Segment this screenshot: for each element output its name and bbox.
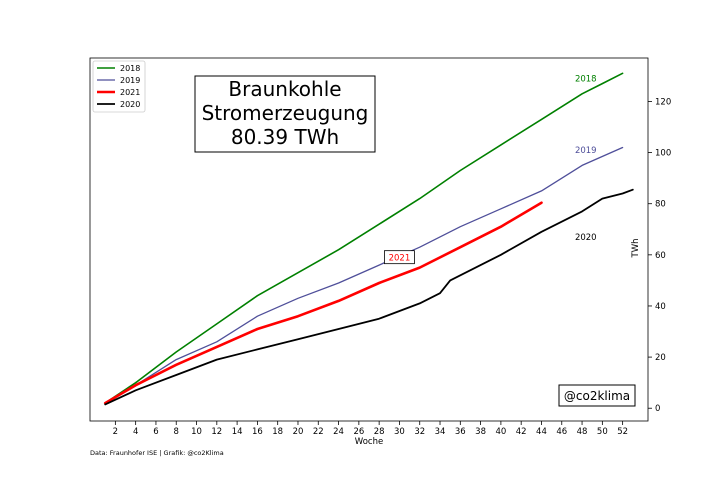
title-line-2: Stromerzeugung [202, 101, 369, 125]
series-line-2020 [104, 188, 634, 406]
y-tick-label: 20 [655, 353, 666, 363]
series-label-2019: 2019 [575, 146, 597, 156]
x-tick-label: 26 [353, 427, 364, 437]
x-tick-label: 2 [113, 427, 118, 437]
x-tick-label: 30 [394, 427, 405, 437]
x-tick-label: 40 [495, 427, 506, 437]
x-tick-label: 28 [374, 427, 385, 437]
title-line-3: 80.39 TWh [231, 125, 339, 149]
handle-text: @co2klima [564, 389, 630, 403]
x-tick-label: 48 [577, 427, 588, 437]
x-axis-label: Woche [355, 437, 383, 447]
y-tick-label: 60 [655, 251, 666, 261]
x-tick-label: 8 [174, 427, 179, 437]
x-tick-label: 18 [272, 427, 283, 437]
x-tick-label: 32 [414, 427, 425, 437]
legend-label-2018: 2018 [120, 64, 140, 73]
y-tick-label: 40 [655, 302, 666, 312]
x-tick-label: 44 [536, 427, 547, 437]
legend: 2018 2019 2021 2020 [92, 60, 146, 113]
x-tick-label: 4 [133, 427, 138, 437]
handle-frame [558, 384, 636, 407]
y-tick-label: 100 [655, 149, 671, 159]
series-label-2020: 2020 [575, 233, 597, 243]
x-tick-label: 10 [191, 427, 202, 437]
x-tick-label: 42 [516, 427, 527, 437]
series-label-2021: 2021 [389, 254, 411, 264]
y-axis-ticks: 0 20 40 60 80 100 120 [648, 97, 671, 414]
title-box: Braunkohle Stromerzeugung 80.39 TWh [194, 75, 376, 153]
legend-label-2019: 2019 [120, 76, 140, 85]
x-tick-label: 52 [617, 427, 628, 437]
series-line-2019 [104, 146, 624, 404]
x-tick-label: 46 [556, 427, 567, 437]
x-tick-label: 14 [232, 427, 243, 437]
series-label-2018: 2018 [575, 74, 597, 84]
x-tick-label: 36 [455, 427, 466, 437]
title-line-1: Braunkohle [228, 77, 341, 101]
source-note: Data: Fraunhofer ISE | Grafik: @co2Klima [90, 449, 224, 457]
series-line-2021 [103, 201, 543, 405]
x-tick-label: 22 [313, 427, 324, 437]
legend-frame [92, 60, 146, 113]
y-tick-label: 0 [655, 404, 660, 414]
x-tick-label: 50 [597, 427, 608, 437]
series-lines [103, 72, 634, 406]
y-tick-label: 120 [655, 97, 671, 107]
y-tick-label: 80 [655, 200, 666, 210]
series-label-box-2021 [384, 250, 415, 265]
x-tick-label: 38 [475, 427, 486, 437]
legend-label-2020: 2020 [120, 100, 140, 109]
handle-box: @co2klima [558, 384, 636, 407]
title-frame [194, 75, 376, 153]
x-tick-label: 6 [153, 427, 158, 437]
y-axis-label: TWh [631, 239, 641, 259]
series-line-2018 [104, 72, 624, 404]
x-tick-label: 20 [293, 427, 304, 437]
legend-label-2021: 2021 [120, 88, 140, 97]
series-labels: 2018 2019 2021 2020 [384, 74, 597, 265]
x-tick-label: 16 [252, 427, 263, 437]
x-axis-ticks: 2 4 6 8 10 12 14 16 18 20 22 24 26 28 30 32 34 36 38 40 42 44… [113, 421, 628, 437]
x-tick-label: 12 [211, 427, 222, 437]
x-tick-label: 34 [435, 427, 446, 437]
x-tick-label: 24 [333, 427, 344, 437]
